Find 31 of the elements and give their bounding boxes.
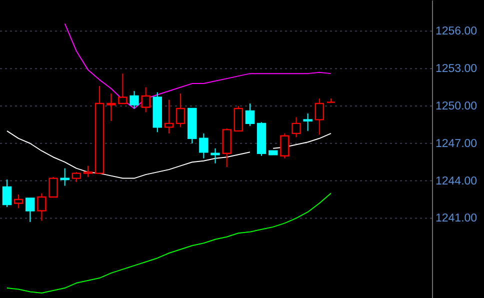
candlestick	[280, 132, 290, 159]
y-tick-label: 1241.00	[436, 212, 478, 225]
line-series	[64, 23, 332, 109]
candlestick	[245, 102, 255, 126]
candlestick	[141, 86, 150, 113]
candlestick	[2, 179, 12, 208]
candlestick	[26, 198, 35, 222]
candlestick	[48, 176, 58, 198]
candlestick	[199, 132, 208, 159]
candlestick	[130, 90, 139, 109]
y-tick-label: 1247.00	[436, 138, 478, 150]
candlestick	[118, 73, 128, 104]
y-tick-label: 1253.00	[436, 63, 478, 76]
candlestick	[164, 99, 174, 134]
candlestick	[210, 148, 220, 164]
candlestick	[292, 116, 301, 138]
candlestick	[83, 165, 93, 178]
candlestick	[234, 105, 243, 132]
candlestick	[60, 168, 70, 186]
y-tick-label: 1250.00	[436, 100, 478, 112]
candlestick	[176, 93, 186, 128]
candlestick	[106, 93, 116, 122]
candlestick	[314, 98, 324, 136]
y-tick-label: 1256.00	[436, 26, 478, 38]
candlestick	[222, 128, 232, 168]
line-series	[6, 192, 332, 294]
candlestick	[303, 112, 312, 132]
candlestick	[37, 192, 46, 222]
y-tick-label: 1244.00	[436, 175, 478, 188]
candlestick	[72, 172, 81, 183]
candlestick	[14, 194, 24, 209]
